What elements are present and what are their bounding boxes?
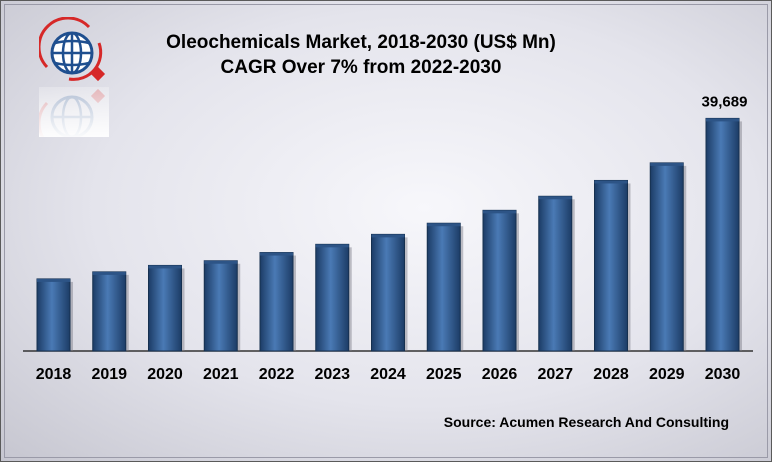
x-tick-label: 2028 (593, 366, 629, 383)
bar-2020 (148, 264, 185, 352)
x-tick-label: 2018 (36, 366, 72, 383)
x-tick-label: 2023 (314, 366, 350, 383)
x-tick-label: 2021 (203, 366, 239, 383)
x-tick-label: 2020 (147, 366, 183, 383)
chart-title: Oleochemicals Market, 2018-2030 (US$ Mn) (166, 32, 556, 53)
bar-2021 (203, 260, 241, 352)
bar-2029 (649, 162, 687, 352)
x-tick-label: 2025 (426, 366, 462, 383)
bar-2027 (538, 195, 575, 352)
bar-2022 (259, 252, 296, 352)
x-tick-label: 2027 (537, 366, 573, 383)
bar-2024 (371, 233, 408, 352)
x-tick-label: 2026 (482, 366, 518, 383)
x-tick-label: 2019 (91, 366, 127, 383)
source-note: Source: Acumen Research And Consulting (443, 414, 729, 430)
x-tick-label: 2029 (649, 366, 685, 383)
bar-2026 (482, 209, 519, 352)
chart-subtitle: CAGR Over 7% from 2022-2030 (220, 57, 502, 78)
x-tick-label: 2022 (259, 366, 295, 383)
bar-2025 (426, 222, 464, 352)
bar-2018 (36, 278, 73, 352)
bar-2023 (315, 243, 352, 352)
globe-logo-icon (39, 17, 109, 137)
bar-2030 (705, 117, 742, 352)
x-tick-label: 2024 (370, 366, 406, 383)
bar-2019 (92, 271, 129, 352)
x-tick-label: 2030 (705, 366, 741, 383)
bar-2028 (594, 179, 631, 352)
data-label: 39,689 (702, 93, 748, 110)
